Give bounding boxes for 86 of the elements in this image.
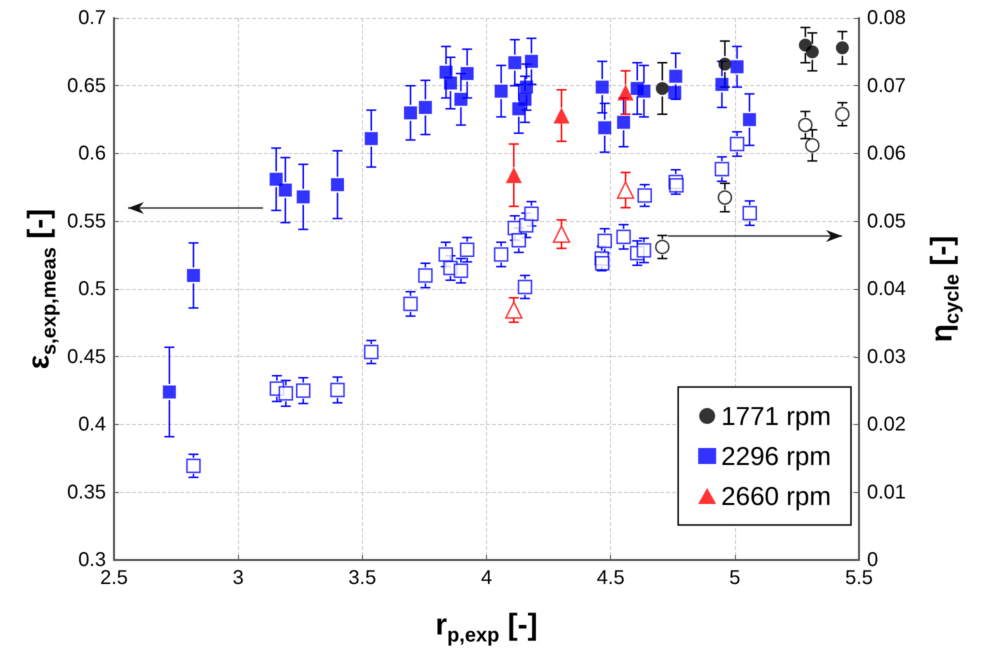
point [524, 206, 539, 222]
y-tick-label: 0.35 [67, 481, 106, 504]
y2-tick-label: 0.05 [867, 210, 906, 232]
y-tick-label: 0.6 [78, 142, 106, 164]
point [730, 60, 744, 74]
point [835, 106, 850, 122]
y-tick-label: 0.45 [67, 346, 106, 368]
x-axis-title: r$_{p,exp}$ [-] [435, 608, 538, 648]
point [460, 67, 474, 80]
y-tick-label: 0.5 [78, 278, 106, 300]
point [718, 58, 732, 71]
x-tick-label: 3 [232, 567, 244, 589]
point [714, 162, 730, 176]
point [618, 84, 634, 101]
point [364, 344, 379, 360]
y2-tick-label: 0.04 [867, 278, 906, 300]
point [524, 54, 538, 68]
point [518, 280, 532, 294]
point [715, 78, 728, 91]
legend-label: 2296 rpm [721, 441, 832, 471]
point [494, 247, 508, 262]
y2-tick-label: 0.01 [867, 481, 906, 504]
point [296, 383, 310, 398]
point [553, 108, 570, 124]
point [805, 138, 820, 153]
point [742, 113, 756, 126]
point [552, 225, 570, 243]
point [616, 181, 634, 199]
legend-label: 2660 rpm [721, 481, 832, 511]
point [186, 268, 200, 282]
point [403, 296, 418, 312]
x-tick-label: 3.5 [348, 567, 376, 589]
point [669, 178, 684, 193]
point [460, 242, 474, 257]
point [508, 56, 522, 70]
point [505, 301, 523, 319]
y-tick-label: 0.65 [67, 74, 106, 97]
point [278, 386, 294, 401]
point [506, 167, 522, 184]
point [742, 206, 757, 220]
y-tick-label: 0.55 [67, 210, 106, 232]
point [520, 80, 533, 94]
point [798, 118, 813, 132]
point [296, 190, 310, 204]
point [656, 82, 669, 95]
point [444, 76, 457, 90]
point [330, 382, 345, 398]
point [637, 84, 650, 98]
point [616, 230, 631, 244]
point [669, 70, 682, 83]
point [806, 45, 819, 58]
x-tick-label: 5 [729, 567, 740, 589]
point [418, 100, 432, 114]
point [331, 178, 344, 192]
point [594, 256, 610, 271]
point [454, 92, 468, 106]
point [494, 84, 508, 98]
point [162, 385, 176, 398]
legend-label: 1771 rpm [721, 401, 832, 431]
y2-tick-label: 0.07 [867, 74, 906, 97]
point [655, 240, 670, 254]
y2-tick-label: 0.02 [867, 414, 906, 436]
point [636, 243, 652, 258]
point [186, 458, 201, 474]
point [596, 80, 609, 94]
point [718, 190, 732, 205]
point [730, 136, 744, 152]
point [278, 184, 292, 197]
point [668, 86, 682, 100]
y2-tick-label: 0.03 [867, 346, 906, 368]
point [836, 41, 849, 54]
x-tick-label: 4.5 [596, 567, 625, 589]
point [454, 263, 468, 278]
x-tick-label: 4 [480, 567, 492, 589]
y-tick-label: 0.7 [78, 7, 106, 29]
y2-tick-label: 0.08 [867, 7, 906, 29]
y-tick-label: 0.4 [78, 414, 106, 436]
y2-tick-label: 0.06 [867, 142, 906, 164]
point [364, 132, 378, 146]
point [270, 172, 283, 186]
point [518, 92, 532, 106]
point [404, 106, 418, 120]
point [418, 268, 433, 283]
point [617, 116, 630, 129]
point [637, 188, 652, 203]
point [598, 121, 612, 134]
